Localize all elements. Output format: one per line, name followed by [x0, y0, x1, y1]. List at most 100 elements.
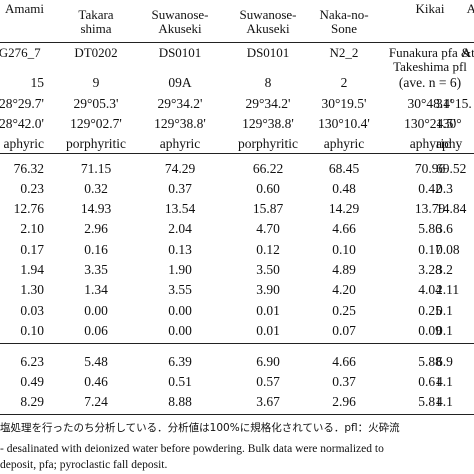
- sample-sub: (ave. n = 6): [398, 74, 462, 90]
- texture: aphyric: [409, 135, 451, 151]
- location-header: Ata: [436, 0, 474, 42]
- sample-id: DS0101: [226, 46, 310, 80]
- data-value: 0.17: [20, 241, 44, 257]
- texture: aphyric: [323, 135, 365, 151]
- data-value: 70.96: [414, 160, 446, 176]
- table-footnote: - desalinated with deionized water befor…: [0, 443, 384, 455]
- data-value: 5.88: [418, 353, 442, 369]
- data-value: 68.45: [328, 160, 360, 176]
- data-value: 0.1: [436, 302, 453, 318]
- data-value: 0.46: [84, 373, 108, 389]
- sample-id-line: DS0101: [158, 45, 202, 60]
- data-row: 12.76 14.93 13.54 15.87 14.29 13.79 14.84: [0, 199, 474, 219]
- sample-sub: 2: [340, 74, 348, 90]
- sample-id: DT0202: [56, 46, 136, 80]
- sample-id: Funakura pfa & Takeshima pfl: [374, 46, 474, 80]
- sample-id-line: Ata p: [461, 45, 474, 60]
- data-value: 74.29: [164, 160, 196, 176]
- data-value: 0.09: [418, 322, 442, 338]
- data-value: 2.11: [436, 282, 460, 298]
- data-value: 14.29: [328, 201, 360, 217]
- data-value: 0.61: [418, 373, 442, 389]
- data-value: 0.01: [256, 302, 280, 318]
- data-value: 6.90: [256, 353, 280, 369]
- latitude: 29°34.2': [245, 95, 291, 111]
- longitude: 130°10.4': [318, 115, 370, 131]
- sample-sub: 9: [92, 74, 100, 90]
- data-value: 4.04: [418, 282, 442, 298]
- data-value: 0.1: [436, 322, 453, 338]
- data-value: 1.30: [20, 282, 44, 298]
- longitude: 129°38.8': [154, 115, 206, 131]
- data-value: 0.00: [168, 322, 192, 338]
- data-row: 2.10 2.96 2.04 4.70 4.66 5.86 3.6: [0, 219, 474, 239]
- data-value: 0.57: [256, 373, 280, 389]
- data-value: 0.37: [332, 373, 356, 389]
- data-value: 14.84: [436, 201, 467, 217]
- data-value: 4.1: [436, 373, 453, 389]
- data-value: 2.96: [84, 221, 108, 237]
- latitude: 31°15.: [436, 95, 472, 111]
- data-value: 0.17: [418, 241, 442, 257]
- data-value: 0.3: [436, 180, 453, 196]
- longitude: 130°: [436, 115, 462, 131]
- location-line: Kikai: [415, 1, 445, 16]
- sample-id: Ata p: [436, 46, 474, 80]
- location-line: Akuseki: [246, 21, 290, 36]
- data-row: 8.29 7.24 8.88 3.67 2.96 5.81 4.1: [0, 391, 474, 411]
- data-value: 0.60: [256, 180, 280, 196]
- data-value: 5.81: [418, 393, 442, 409]
- table-bottom-rule: [0, 414, 474, 415]
- data-value: 71.15: [80, 160, 112, 176]
- data-value: 3.35: [84, 262, 108, 277]
- data-value: 3.6: [436, 221, 453, 237]
- texture-row: aphyric porphyritic aphyric porphyritic aphy…: [0, 133, 474, 153]
- data-value: 0.16: [84, 241, 108, 257]
- longitude: 129°38.8': [242, 115, 294, 131]
- location-header: Takara shima: [56, 0, 136, 42]
- sample-id: N2_2: [308, 46, 380, 80]
- data-value: 0.10: [332, 241, 356, 257]
- data-value: 0.10: [20, 322, 44, 338]
- data-value: 0.00: [84, 302, 108, 318]
- data-value: 4.66: [332, 221, 356, 237]
- longitude: 128°42.0': [0, 115, 44, 131]
- sample-sub: 09A: [168, 74, 192, 90]
- data-value: 13.79: [414, 201, 446, 217]
- location-header: Suwanose- Akuseki: [226, 0, 310, 42]
- data-value: 3.28: [418, 262, 442, 277]
- data-value: 2.04: [168, 221, 192, 237]
- data-value: 0.12: [256, 241, 280, 257]
- data-value: 3.2: [436, 262, 453, 277]
- data-value: 69.52: [436, 160, 467, 176]
- data-row: 0.49 0.46 0.51 0.57 0.37 0.61 4.1: [0, 371, 474, 391]
- sample-id-line: Takeshima pfl: [393, 59, 467, 74]
- sample-id-line: DS0101: [246, 45, 290, 60]
- data-value: 7.24: [84, 393, 108, 409]
- sample-sub-row: 15 9 09A 8 2 (ave. n = 6): [0, 72, 474, 92]
- sample-id: DS0101: [138, 46, 222, 80]
- data-value: 0.03: [20, 302, 44, 318]
- data-value: 0.48: [332, 180, 356, 196]
- data-row: 0.17 0.16 0.13 0.12 0.10 0.17 0.08: [0, 239, 474, 259]
- data-value: 1.34: [84, 282, 108, 298]
- texture: porphyritic: [238, 135, 298, 151]
- data-value: 6.9: [436, 353, 453, 369]
- sample-sub: [436, 72, 474, 92]
- location-header: Naka-no- Sone: [308, 0, 380, 42]
- location-line: Naka-no-: [319, 7, 369, 22]
- data-value: 8.88: [168, 393, 192, 409]
- texture: aphyric: [3, 135, 44, 151]
- latitude: 29°05.3': [73, 95, 119, 111]
- data-value: 0.25: [332, 302, 356, 318]
- header-location-row: Amami Takara shima Suwanose- Akuseki Suwanose…: [0, 0, 474, 40]
- location-line: Suwanose-: [239, 7, 297, 22]
- data-value: 0.23: [20, 180, 44, 196]
- data-value: 0.42: [418, 180, 442, 196]
- data-value: 4.89: [332, 262, 356, 277]
- header-rule: [0, 42, 474, 43]
- data-row: 0.23 0.32 0.37 0.60 0.48 0.42 0.3: [0, 178, 474, 198]
- sample-id-line: Funakura pfa &: [388, 45, 472, 60]
